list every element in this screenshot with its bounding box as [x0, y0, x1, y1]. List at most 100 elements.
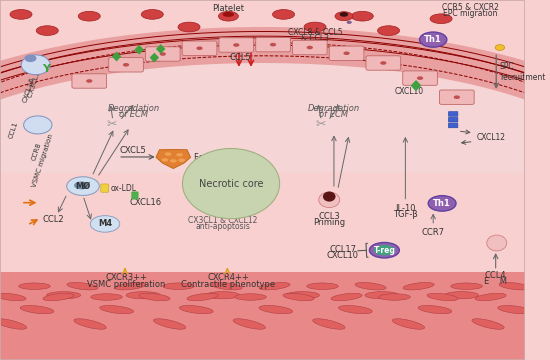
FancyBboxPatch shape [145, 47, 180, 61]
Text: TGF-β: TGF-β [393, 210, 418, 220]
Ellipse shape [403, 283, 434, 290]
Text: ✂: ✂ [315, 118, 326, 131]
Ellipse shape [418, 306, 452, 314]
Text: Contractile phenotype: Contractile phenotype [182, 280, 276, 289]
Text: E    M: E M [484, 277, 507, 286]
Ellipse shape [374, 245, 395, 256]
Text: Foam cell: Foam cell [194, 153, 234, 162]
Ellipse shape [346, 21, 352, 24]
Text: IL-10: IL-10 [395, 204, 416, 213]
FancyBboxPatch shape [109, 58, 144, 72]
Ellipse shape [47, 292, 81, 299]
Polygon shape [112, 51, 122, 62]
Ellipse shape [420, 32, 447, 47]
Ellipse shape [307, 46, 313, 49]
Ellipse shape [270, 43, 276, 46]
Ellipse shape [78, 12, 100, 21]
Ellipse shape [323, 192, 336, 202]
Ellipse shape [36, 26, 58, 36]
Ellipse shape [163, 283, 194, 289]
Ellipse shape [196, 46, 203, 50]
Ellipse shape [351, 12, 373, 21]
Ellipse shape [343, 51, 350, 55]
Ellipse shape [331, 293, 362, 301]
Polygon shape [150, 53, 159, 63]
FancyBboxPatch shape [219, 38, 254, 52]
Ellipse shape [179, 306, 213, 314]
Ellipse shape [100, 306, 134, 314]
Text: Necrotic core: Necrotic core [199, 179, 263, 189]
Text: Th1: Th1 [433, 199, 451, 208]
Ellipse shape [0, 319, 26, 329]
Text: M4: M4 [98, 220, 112, 229]
FancyBboxPatch shape [448, 117, 458, 122]
Ellipse shape [233, 319, 266, 329]
Ellipse shape [141, 10, 163, 19]
Ellipse shape [307, 283, 338, 289]
Ellipse shape [67, 283, 98, 290]
Ellipse shape [19, 283, 50, 289]
Text: CXCL12: CXCL12 [477, 134, 506, 143]
Ellipse shape [0, 293, 26, 301]
Ellipse shape [24, 55, 36, 62]
Text: CCR8: CCR8 [31, 142, 42, 162]
Polygon shape [156, 44, 166, 54]
Text: CCL3: CCL3 [318, 212, 340, 221]
FancyBboxPatch shape [439, 90, 474, 104]
Ellipse shape [259, 306, 293, 314]
Text: CXCL5: CXCL5 [120, 146, 146, 155]
Polygon shape [411, 80, 421, 91]
Text: CX3CL1 & CXCL12: CX3CL1 & CXCL12 [189, 216, 258, 225]
Ellipse shape [74, 181, 89, 189]
Text: CCL4: CCL4 [485, 271, 507, 280]
Ellipse shape [475, 293, 506, 301]
Ellipse shape [139, 293, 170, 301]
Ellipse shape [499, 283, 530, 290]
Text: VSMC migration: VSMC migration [31, 134, 54, 188]
Ellipse shape [162, 158, 168, 162]
FancyBboxPatch shape [448, 123, 458, 128]
Text: CXCR4++: CXCR4++ [207, 274, 249, 282]
Ellipse shape [235, 294, 266, 300]
Ellipse shape [487, 235, 507, 251]
Polygon shape [0, 27, 550, 173]
Ellipse shape [272, 10, 295, 19]
Ellipse shape [223, 12, 234, 17]
Text: ox-LDL: ox-LDL [110, 184, 136, 193]
Text: Priming: Priming [313, 218, 345, 227]
Ellipse shape [218, 12, 238, 21]
Text: CCL1: CCL1 [8, 120, 19, 139]
Text: T-reg: T-reg [373, 246, 395, 255]
Text: Th1: Th1 [424, 35, 442, 44]
Ellipse shape [211, 283, 242, 290]
Text: CXCL16: CXCL16 [22, 76, 36, 104]
FancyBboxPatch shape [329, 46, 364, 60]
Ellipse shape [153, 319, 186, 329]
Polygon shape [134, 45, 144, 55]
Text: Degradation: Degradation [307, 104, 360, 113]
Ellipse shape [313, 319, 345, 329]
FancyBboxPatch shape [72, 74, 107, 88]
Text: Degradation: Degradation [108, 104, 160, 113]
Text: CCR5 & CXCR2: CCR5 & CXCR2 [442, 3, 498, 12]
Ellipse shape [43, 293, 74, 301]
Ellipse shape [21, 55, 50, 75]
Ellipse shape [339, 306, 372, 314]
Text: CXCL8 & CCL5: CXCL8 & CCL5 [288, 28, 342, 37]
Text: CXCL16: CXCL16 [130, 198, 162, 207]
Text: Platelet: Platelet [212, 4, 244, 13]
Ellipse shape [115, 283, 146, 290]
Text: VSMC proliferation: VSMC proliferation [87, 280, 165, 289]
Ellipse shape [178, 158, 185, 162]
Ellipse shape [430, 14, 452, 24]
Text: SPC
recruitment: SPC recruitment [500, 62, 545, 82]
Ellipse shape [340, 12, 348, 17]
Ellipse shape [370, 243, 399, 258]
Ellipse shape [178, 22, 200, 32]
Text: CX3CL1 &: CX3CL1 & [28, 63, 44, 99]
FancyBboxPatch shape [366, 56, 400, 70]
Ellipse shape [335, 12, 353, 21]
FancyBboxPatch shape [403, 71, 437, 85]
Ellipse shape [427, 293, 458, 301]
Ellipse shape [392, 319, 425, 329]
